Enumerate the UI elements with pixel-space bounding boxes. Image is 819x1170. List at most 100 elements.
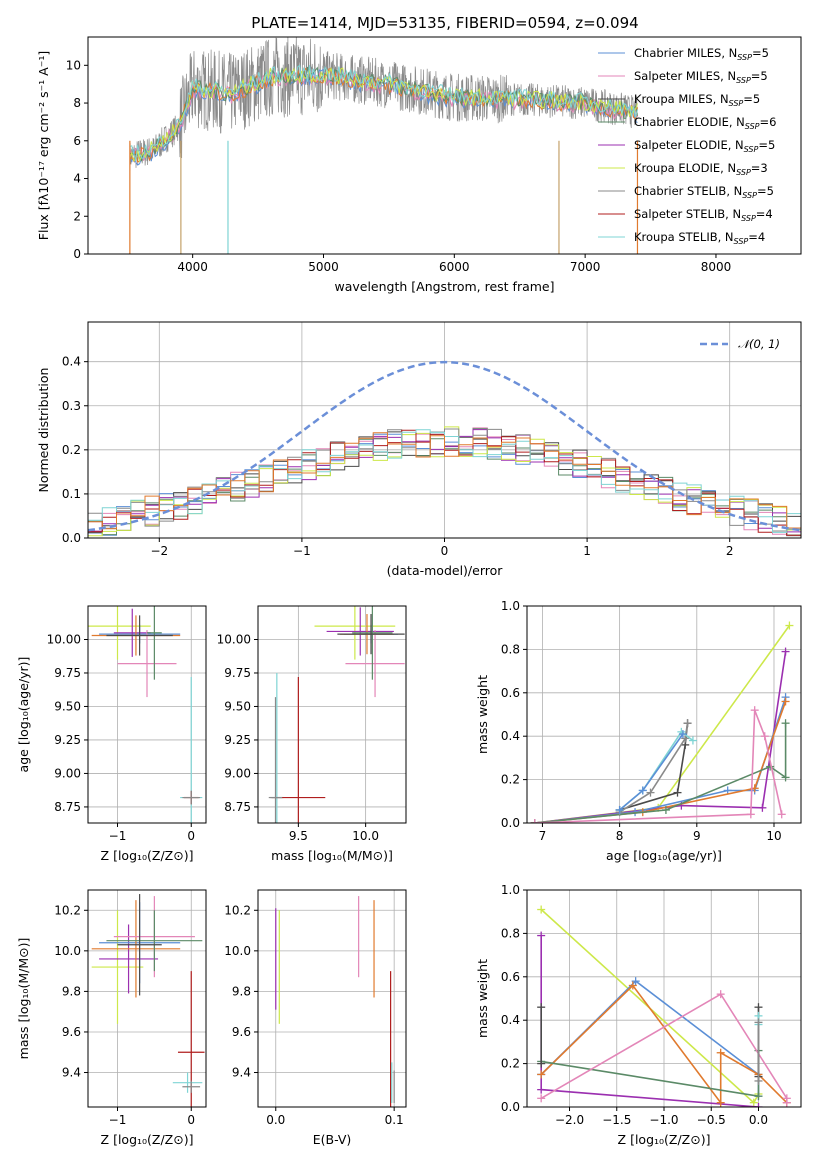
y-tick-label: 10.2 xyxy=(54,903,81,917)
x-tick-label: −1 xyxy=(109,829,127,843)
weight-marker xyxy=(760,732,769,741)
weight-marker xyxy=(716,1098,725,1107)
weight-marker xyxy=(754,1003,763,1012)
x-tick-label: 0 xyxy=(187,1113,195,1127)
weight-marker xyxy=(537,1003,546,1012)
axes-frame xyxy=(87,889,207,1108)
plot-area xyxy=(275,896,395,1107)
weight-marker xyxy=(628,981,637,990)
y-tick-label: 8.75 xyxy=(54,800,81,814)
weight-marker xyxy=(754,1076,763,1085)
y-tick-label: 9.50 xyxy=(54,699,81,713)
y-tick-label: 0.8 xyxy=(501,642,520,656)
axes-frame xyxy=(257,889,407,1108)
weight-marker xyxy=(781,773,790,782)
weight-marker xyxy=(782,1098,791,1107)
error-bar-point xyxy=(91,900,181,998)
y-tick-label: 9.4 xyxy=(232,1066,251,1080)
x-tick-label: 10 xyxy=(766,829,781,843)
weight-marker xyxy=(754,1092,763,1101)
panel-mass_ebv: 0.0 0.1 9.4 9.6 9.8 10.0 10.2 E(B-V) xyxy=(224,889,407,1147)
weight-marker xyxy=(537,1085,546,1094)
x-axis-label: age [log₁₀(age/yr)] xyxy=(606,848,722,863)
model-spectrum xyxy=(129,66,638,163)
weight-series xyxy=(619,723,689,813)
axes-frame xyxy=(257,605,407,824)
y-tick-label: 0.0 xyxy=(501,816,520,830)
y-tick-label: 6 xyxy=(73,134,81,148)
x-tick-label: −1 xyxy=(109,1113,127,1127)
plot-area xyxy=(129,37,639,254)
y-tick-label: 9.25 xyxy=(54,733,81,747)
x-tick-label: 5000 xyxy=(308,260,339,274)
weight-marker xyxy=(749,1098,758,1107)
x-tick-label: 6000 xyxy=(439,260,470,274)
weight-marker xyxy=(683,719,692,728)
x-tick-label: −1.5 xyxy=(602,1113,631,1127)
y-tick-label: 0.1 xyxy=(62,487,81,501)
weight-marker xyxy=(723,786,732,795)
x-tick-label: 0.0 xyxy=(749,1113,768,1127)
y-tick-label: 10.0 xyxy=(54,944,81,958)
error-bar-point xyxy=(182,790,201,805)
legend-label: Salpeter STELIB, NSSP=4 xyxy=(634,207,773,223)
y-tick-label: 0.8 xyxy=(501,926,520,940)
x-tick-label: 0 xyxy=(441,544,449,558)
x-tick-label: 10.0 xyxy=(352,829,379,843)
y-tick-label: 9.50 xyxy=(224,699,251,713)
legend-label: Chabrier ELODIE, NSSP=6 xyxy=(634,115,776,131)
y-tick-label: 10.2 xyxy=(224,903,251,917)
x-tick-label: 7 xyxy=(539,829,547,843)
grid xyxy=(258,606,406,823)
y-tick-label: 0 xyxy=(73,247,81,261)
plot-area xyxy=(537,905,791,1107)
grid xyxy=(527,605,801,824)
x-tick-label: 0.0 xyxy=(266,1113,285,1127)
model-spectrum xyxy=(129,66,638,162)
y-tick-label: 2 xyxy=(73,209,81,223)
error-bar-point xyxy=(268,697,283,823)
plot-area xyxy=(268,606,405,823)
y-axis-label: age [log₁₀(age/yr)] xyxy=(16,657,31,773)
y-tick-label: 8 xyxy=(73,96,81,110)
residual-histogram xyxy=(88,428,801,537)
x-tick-label: 9 xyxy=(693,829,701,843)
y-tick-label: 10.00 xyxy=(47,632,81,646)
weight-marker xyxy=(646,788,655,797)
weight-marker xyxy=(678,730,687,739)
weight-marker xyxy=(716,990,725,999)
legend-label: Kroupa STELIB, NSSP=4 xyxy=(634,230,765,246)
legend-label: Kroupa ELODIE, NSSP=3 xyxy=(634,161,768,177)
weight-marker xyxy=(537,931,546,940)
x-axis-label: E(B-V) xyxy=(313,1132,352,1147)
y-tick-label: 9.6 xyxy=(232,1025,251,1039)
x-tick-label: −1.0 xyxy=(649,1113,678,1127)
weight-marker xyxy=(781,697,790,706)
y-axis-label: mass weight xyxy=(475,959,490,1038)
y-axis-label: mass [log₁₀(M/M⊙)] xyxy=(16,938,31,1060)
plot-area xyxy=(88,606,203,823)
grid xyxy=(88,890,206,1107)
weight-marker xyxy=(781,719,790,728)
x-tick-label: 1 xyxy=(583,544,591,558)
axes-frame xyxy=(87,605,207,824)
error-bar-point xyxy=(172,1072,203,1093)
y-tick-label: 9.6 xyxy=(62,1025,81,1039)
y-tick-label: 9.00 xyxy=(54,766,81,780)
weight-marker xyxy=(688,736,697,745)
y-tick-label: 9.75 xyxy=(54,666,81,680)
weight-marker xyxy=(716,1048,725,1057)
plot-area xyxy=(530,621,794,823)
error-bar-point xyxy=(326,607,394,656)
error-bar-point xyxy=(88,606,151,660)
x-tick-label: 8000 xyxy=(701,260,732,274)
x-tick-label: 8 xyxy=(616,829,624,843)
legend-label: Salpeter MILES, NSSP=5 xyxy=(634,69,768,85)
x-tick-label: −2 xyxy=(150,544,168,558)
weight-marker xyxy=(754,1103,763,1107)
error-bar-point xyxy=(91,910,144,1024)
x-axis-label: Z [log₁₀(Z/Z⊙)] xyxy=(101,848,194,863)
weight-marker xyxy=(754,1018,763,1027)
axes-frame xyxy=(526,605,802,824)
